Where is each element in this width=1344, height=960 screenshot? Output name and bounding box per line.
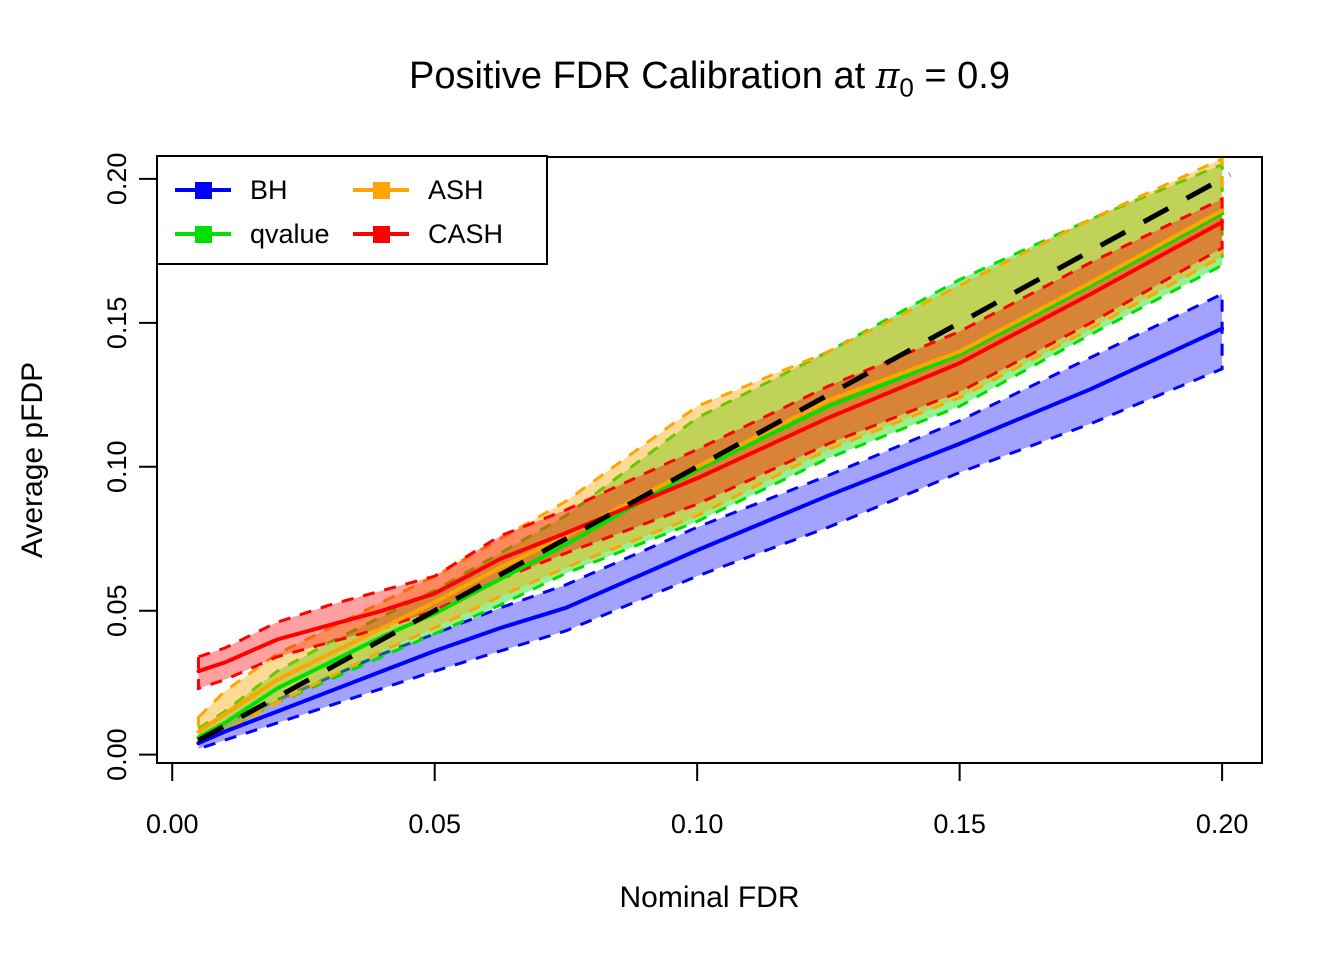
x-tick-label: 0.00	[146, 809, 199, 839]
pi-subscript: 0	[899, 72, 914, 103]
qvalue-line-square-marker	[175, 225, 231, 243]
x-tick-label: 0.15	[933, 809, 986, 839]
chart-title-value: = 0.9	[913, 55, 1010, 97]
legend-square-sample	[372, 181, 390, 199]
qvalue-confidence-band	[196, 162, 1224, 746]
legend-label-ash: ASH	[428, 174, 484, 205]
x-tick-label: 0.20	[1196, 809, 1249, 839]
bh-line-square-marker	[175, 181, 231, 199]
y-axis-label: Average pFDP	[16, 361, 49, 559]
ash-mean-line	[196, 208, 1225, 734]
ash-line-square-marker	[353, 181, 409, 199]
legend-square-sample	[194, 181, 212, 199]
plot-border	[156, 156, 1263, 764]
legend-entry-bh: BH	[175, 168, 353, 212]
plot-area	[196, 157, 1232, 751]
legend-label-bh: BH	[250, 174, 288, 205]
chart-title-text: Positive FDR Calibration at	[408, 55, 876, 97]
cash-confidence-band	[196, 196, 1224, 691]
cash-line-square-marker	[353, 225, 409, 243]
cash-mean-line	[196, 220, 1225, 674]
y-tick-label: 0.10	[102, 440, 132, 493]
legend-square-sample	[372, 225, 390, 243]
bh-confidence-band	[196, 291, 1224, 751]
bh-mean-line	[196, 326, 1225, 746]
y-tick-label: 0.20	[102, 153, 132, 206]
legend-entry-qvalue: qvalue	[175, 212, 353, 256]
x-tick-label: 0.10	[671, 809, 724, 839]
ash-confidence-band	[196, 157, 1224, 746]
legend-square-sample	[194, 225, 212, 243]
y-tick-label: 0.00	[102, 728, 132, 781]
x-tick-label: 0.05	[408, 809, 461, 839]
qvalue-mean-line	[196, 211, 1225, 740]
y-tick-label: 0.15	[102, 297, 132, 350]
pi-symbol: π	[875, 56, 900, 97]
legend-label-qvalue: qvalue	[250, 218, 330, 249]
legend: BH qvalue ASH CASH	[156, 155, 548, 265]
chart-title: Positive FDR Calibration at π0 = 0.9	[157, 54, 1262, 101]
legend-entry-ash: ASH	[353, 168, 546, 212]
identity-reference-line	[197, 172, 1232, 743]
x-axis-label: Nominal FDR	[619, 881, 800, 914]
legend-label-cash: CASH	[428, 218, 504, 249]
y-tick-label: 0.05	[102, 584, 132, 637]
legend-entry-cash: CASH	[353, 212, 546, 256]
